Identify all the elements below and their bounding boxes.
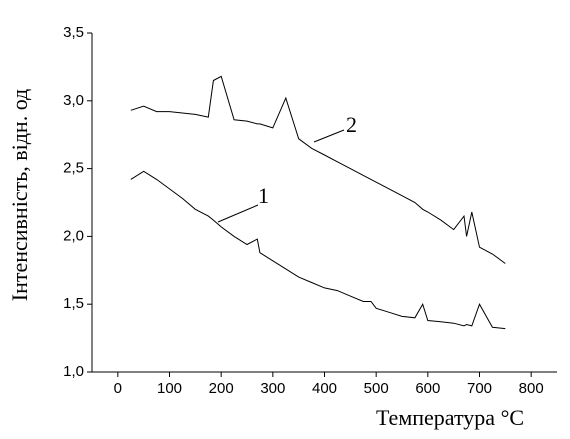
x-axis-title: Температура °C (376, 405, 524, 430)
series-label: 2 (346, 112, 357, 137)
x-tick-label: 400 (312, 380, 337, 397)
x-tick-label: 200 (209, 380, 234, 397)
leader-line (217, 204, 259, 223)
data-line (130, 75, 506, 264)
x-tick-label: 0 (114, 380, 122, 397)
y-tick-label: 3,5 (63, 24, 84, 41)
x-tick-label: 700 (467, 380, 492, 397)
y-tick-label: 3,0 (63, 92, 84, 109)
leader-line (313, 129, 345, 143)
y-tick-label: 2,5 (63, 160, 84, 177)
x-tick-label: 300 (260, 380, 285, 397)
y-axis-title: Інтенсивність, відн. од (7, 89, 32, 302)
y-tick-label: 2,0 (63, 227, 84, 244)
x-tick-label: 500 (364, 380, 389, 397)
series-label: 1 (258, 183, 269, 208)
x-tick-label: 800 (519, 380, 544, 397)
x-tick-label: 100 (157, 380, 182, 397)
y-tick-label: 1,5 (63, 295, 84, 312)
data-line (130, 170, 506, 330)
x-tick-label: 600 (415, 380, 440, 397)
y-tick-label: 1,0 (63, 363, 84, 380)
